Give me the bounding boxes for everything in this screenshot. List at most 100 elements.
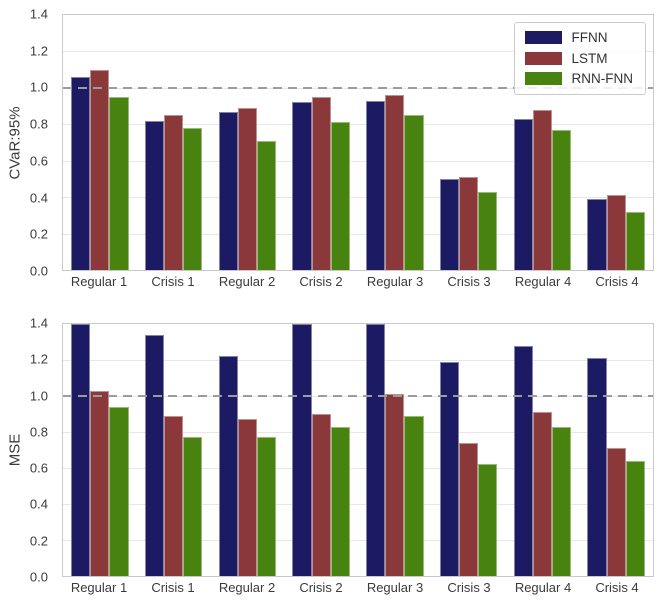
- y-axis-ticks: 0.0 0.2 0.4 0.6 0.8 1.0 1.2 1.4: [0, 317, 56, 584]
- bar-lstm-crisis-1: [164, 115, 184, 270]
- gridline: [63, 197, 653, 199]
- bar-ffnn-crisis-2: [292, 324, 312, 576]
- y-tick-label: 0.6: [29, 153, 48, 169]
- y-tick-label: 0.4: [29, 190, 48, 206]
- bar-lstm-crisis-4: [606, 448, 626, 576]
- x-tick-label: Crisis 1: [151, 274, 195, 289]
- gridline: [63, 360, 653, 361]
- gridline: [63, 233, 653, 235]
- gridline: [63, 160, 653, 162]
- x-tick-label: Crisis 2: [299, 580, 343, 595]
- y-tick-label: 0.0: [29, 569, 48, 585]
- gridline: [63, 124, 653, 126]
- bar-group-crisis-2: [284, 15, 358, 270]
- bar-ffnn-regular-1: [71, 76, 91, 270]
- y-tick-label: 0.2: [29, 226, 48, 242]
- bar-ffnn-crisis-1: [144, 334, 165, 576]
- bar-rnn-fnn-regular-1: [109, 96, 129, 270]
- bar-groups: [63, 324, 653, 576]
- x-tick-label: Regular 1: [70, 274, 128, 289]
- x-tick-label: Crisis 1: [151, 580, 195, 595]
- bar-groups: [63, 15, 653, 270]
- bar-lstm-regular-3: [385, 394, 405, 576]
- legend-swatch-lstm: [524, 51, 562, 65]
- x-axis-ticks: Regular 1 Crisis 1 Regular 2 Crisis 2 Regula…: [62, 274, 654, 289]
- bar-lstm-regular-4: [532, 109, 552, 270]
- legend-label: LSTM: [571, 50, 608, 66]
- bar-ffnn-regular-3: [366, 324, 386, 576]
- bar-rnn-fnn-crisis-3: [478, 191, 498, 270]
- bar-ffnn-crisis-4: [587, 198, 607, 270]
- y-axis-ticks: 0.0 0.2 0.4 0.6 0.8 1.0 1.2 1.4: [0, 8, 56, 278]
- bar-rnn-fnn-crisis-4: [625, 460, 645, 576]
- legend-label: RNN-FNN: [571, 71, 634, 86]
- bar-lstm-crisis-3: [459, 442, 479, 576]
- bar-group-regular-1: [63, 15, 137, 270]
- reference-line-1.0: [63, 394, 653, 397]
- gridline: [63, 468, 653, 469]
- gridline: [63, 51, 653, 53]
- y-tick-label: 1.2: [29, 43, 48, 59]
- x-axis-ticks: Regular 1 Crisis 1 Regular 2 Crisis 2 Regula…: [62, 580, 654, 595]
- x-tick-label: Regular 4: [514, 580, 572, 595]
- bar-lstm-regular-1: [90, 390, 110, 576]
- gridline: [63, 432, 653, 433]
- x-tick-label: Regular 4: [514, 274, 572, 289]
- x-tick-label: Regular 2: [218, 274, 276, 289]
- x-tick-label: Regular 2: [218, 580, 276, 595]
- bar-rnn-fnn-regular-4: [551, 426, 572, 576]
- bar-rnn-fnn-crisis-3: [478, 464, 498, 576]
- x-tick-label: Crisis 4: [595, 274, 639, 289]
- legend-entry-rnn-fnn: RNN-FNN: [524, 71, 634, 86]
- bar-rnn-fnn-crisis-4: [625, 211, 645, 270]
- bar-group-crisis-3: [432, 324, 506, 576]
- bar-group-crisis-4: [579, 15, 653, 270]
- bar-lstm-crisis-2: [311, 96, 331, 270]
- bar-ffnn-regular-1: [71, 324, 91, 576]
- bar-ffnn-crisis-4: [587, 358, 607, 576]
- bar-lstm-crisis-4: [606, 195, 626, 270]
- bar-lstm-regular-2: [237, 107, 257, 270]
- bar-group-crisis-1: [137, 324, 211, 576]
- legend-entry-lstm: LSTM: [524, 50, 634, 66]
- bar-group-regular-4: [506, 15, 580, 270]
- bar-lstm-crisis-2: [311, 414, 331, 576]
- bar-rnn-fnn-regular-3: [404, 415, 424, 576]
- x-tick-label: Crisis 2: [299, 274, 343, 289]
- bar-ffnn-regular-4: [513, 345, 533, 576]
- y-tick-label: 1.0: [29, 79, 48, 95]
- y-tick-label: 0.4: [29, 496, 48, 512]
- bar-rnn-fnn-regular-4: [551, 129, 572, 270]
- bar-ffnn-regular-2: [218, 111, 238, 270]
- reference-line-1.0: [63, 86, 653, 89]
- chart-cvar95: CVaR:95% 0.0 0.2 0.4 0.6 0.8 1.0 1.2 1.4 FFNN LS…: [0, 8, 663, 289]
- bar-lstm-regular-3: [385, 95, 405, 270]
- x-tick-label: Crisis 3: [447, 274, 491, 289]
- bar-ffnn-regular-2: [218, 356, 238, 576]
- x-tick-label: Regular 1: [70, 580, 128, 595]
- bar-ffnn-regular-4: [513, 118, 533, 270]
- bar-lstm-crisis-3: [459, 177, 479, 270]
- legend-label: FFNN: [571, 30, 608, 45]
- bar-ffnn-crisis-1: [144, 120, 165, 270]
- plot-area-mse: [62, 323, 654, 577]
- x-tick-label: Crisis 4: [595, 580, 639, 595]
- bar-ffnn-crisis-3: [439, 178, 460, 270]
- legend-swatch-ffnn: [524, 31, 562, 45]
- bar-rnn-fnn-regular-2: [256, 140, 277, 270]
- chart-mse: MSE 0.0 0.2 0.4 0.6 0.8 1.0 1.2 1.4 Regular 1 Cr…: [0, 317, 663, 595]
- y-tick-label: 0.0: [29, 263, 48, 279]
- bar-group-crisis-4: [579, 324, 653, 576]
- bar-group-regular-4: [506, 324, 580, 576]
- y-tick-label: 0.6: [29, 460, 48, 476]
- y-tick-label: 0.8: [29, 116, 48, 132]
- bar-group-regular-3: [358, 324, 432, 576]
- bar-ffnn-regular-3: [366, 100, 386, 270]
- legend: FFNN LSTM RNN-FNN: [513, 22, 646, 95]
- bar-group-regular-2: [211, 15, 285, 270]
- bar-group-regular-1: [63, 324, 137, 576]
- x-tick-label: Regular 3: [366, 274, 424, 289]
- y-tick-label: 1.4: [29, 315, 48, 331]
- y-tick-label: 0.8: [29, 424, 48, 440]
